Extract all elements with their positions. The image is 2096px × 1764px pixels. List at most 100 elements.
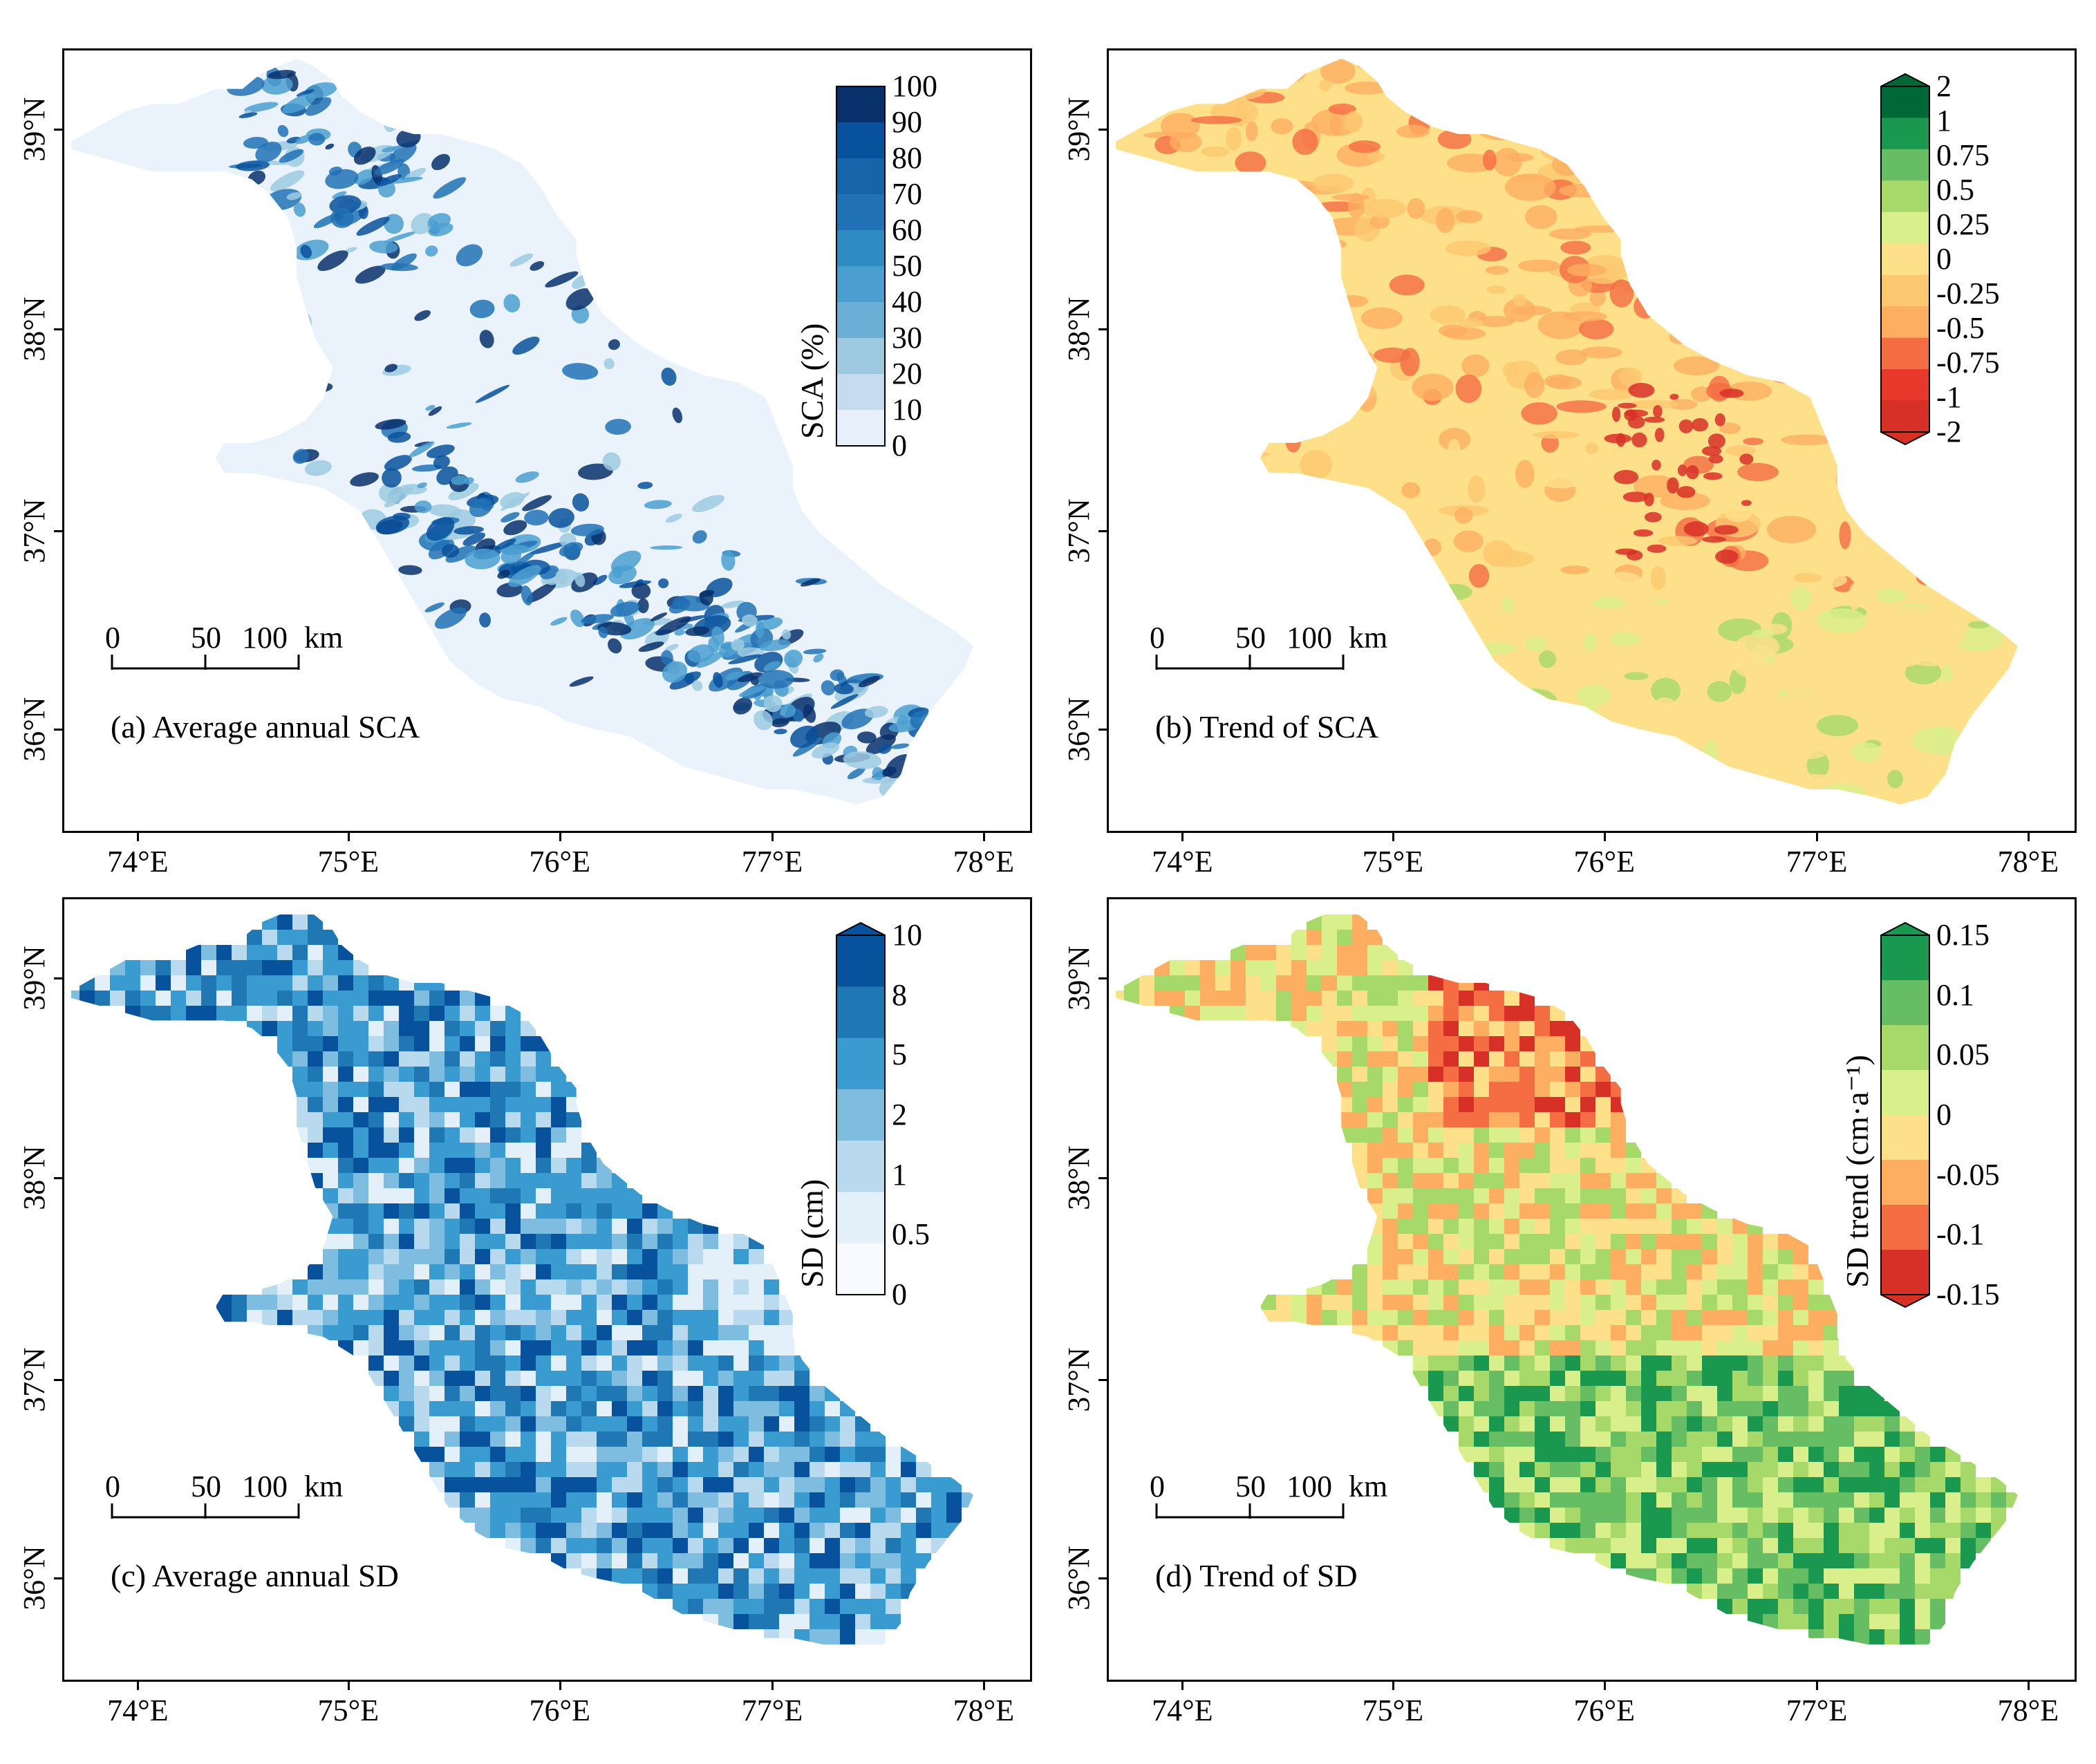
- x-tick-label: 76°E: [529, 1693, 590, 1727]
- colorbar-label: 20: [892, 357, 922, 391]
- scale-bar-label: 50: [191, 1470, 221, 1503]
- scale-bar-label: 50: [1235, 621, 1266, 655]
- x-tick-label: 77°E: [741, 1693, 803, 1727]
- x-tick-mark: [1392, 833, 1394, 841]
- y-tick-label: 36°N: [17, 1546, 51, 1611]
- scale-bar-label: 0: [105, 1470, 120, 1503]
- scale-bar-label: 0: [1150, 1470, 1165, 1503]
- colorbar-label: 0: [892, 429, 907, 462]
- x-tick-mark: [559, 833, 561, 841]
- x-tick-label: 75°E: [1362, 1693, 1424, 1727]
- x-tick-mark: [771, 1682, 774, 1690]
- y-tick-label: 36°N: [1062, 1546, 1096, 1611]
- scale-bar-unit: km: [1349, 621, 1388, 655]
- x-tick-label: 75°E: [1362, 845, 1424, 879]
- basin-map-d: [1116, 914, 2018, 1644]
- colorbar-title: SD (cm): [794, 1179, 830, 1288]
- x-tick-mark: [982, 833, 985, 841]
- y-tick-mark: [1098, 729, 1107, 731]
- colorbar-label: 60: [892, 213, 922, 247]
- x-tick-mark: [1603, 833, 1606, 841]
- colorbar-label: 30: [892, 321, 922, 355]
- y-tick-mark: [54, 1379, 62, 1382]
- scale-bar-unit: km: [1349, 1470, 1388, 1503]
- scale-bar-unit: km: [304, 621, 344, 655]
- y-tick-label: 39°N: [1062, 946, 1096, 1011]
- y-tick-label: 39°N: [1062, 97, 1096, 162]
- colorbar-label: 0.75: [1936, 138, 1990, 172]
- x-tick-label: 77°E: [1786, 845, 1848, 879]
- y-tick-label: 37°N: [17, 1347, 51, 1412]
- colorbar-label: 50: [892, 249, 922, 283]
- x-tick-mark: [347, 833, 350, 841]
- x-tick-mark: [137, 1682, 140, 1690]
- colorbar-label: -0.05: [1936, 1157, 2000, 1192]
- colorbar-label: -0.5: [1936, 311, 1985, 345]
- x-tick-mark: [1392, 1682, 1394, 1690]
- colorbar-label: 0.15: [1936, 918, 1990, 952]
- colorbar-label: 0.5: [1936, 173, 1974, 207]
- scale-bar-label: 0: [105, 621, 120, 655]
- colorbar-label: 0.25: [1936, 207, 1990, 241]
- scale-bar-label: 100: [1286, 621, 1332, 655]
- y-tick-mark: [1098, 530, 1107, 533]
- x-tick-mark: [2027, 833, 2030, 841]
- scale-bar-label: 100: [242, 621, 288, 655]
- colorbar-label: 1: [892, 1157, 907, 1192]
- y-tick-label: 37°N: [1062, 498, 1096, 563]
- panel-caption: (c) Average annual SD: [111, 1558, 399, 1593]
- y-tick-mark: [1098, 1379, 1107, 1382]
- panel-caption: (a) Average annual SCA: [111, 709, 420, 744]
- y-tick-mark: [1098, 1177, 1107, 1180]
- y-tick-mark: [54, 128, 62, 131]
- x-tick-mark: [559, 1682, 561, 1690]
- y-tick-mark: [1098, 128, 1107, 131]
- colorbar-label: -0.15: [1936, 1277, 2000, 1311]
- x-tick-label: 76°E: [1573, 1693, 1635, 1727]
- colorbar-label: 0: [892, 1277, 907, 1311]
- scale-bar-label: 50: [191, 621, 221, 655]
- y-tick-mark: [54, 530, 62, 533]
- colorbar-label: 90: [892, 105, 922, 139]
- colorbar: [836, 86, 886, 447]
- y-tick-mark: [54, 729, 62, 731]
- y-tick-label: 38°N: [17, 297, 51, 362]
- x-tick-mark: [1181, 1682, 1184, 1690]
- basin-map-a: [71, 59, 973, 805]
- colorbar-label: 80: [892, 141, 922, 175]
- y-tick-label: 37°N: [17, 498, 51, 563]
- y-tick-label: 38°N: [17, 1145, 51, 1211]
- colorbar-label: 0: [1936, 1098, 1952, 1132]
- panel-caption: (b) Trend of SCA: [1155, 709, 1379, 744]
- x-tick-label: 77°E: [1786, 1693, 1848, 1727]
- y-tick-mark: [1098, 1577, 1107, 1580]
- x-tick-label: 76°E: [1573, 845, 1635, 879]
- scale-bar-label: 50: [1235, 1470, 1266, 1503]
- colorbar-label: 5: [892, 1038, 907, 1072]
- x-tick-mark: [137, 833, 140, 841]
- colorbar-label: 0.5: [892, 1217, 930, 1252]
- scale-bar: [111, 655, 300, 670]
- x-tick-label: 78°E: [953, 1693, 1015, 1727]
- colorbar-label: 0: [1936, 242, 1952, 276]
- y-tick-label: 38°N: [1062, 297, 1096, 362]
- colorbar: [836, 921, 886, 1295]
- x-tick-label: 78°E: [1997, 845, 2059, 879]
- scale-bar-label: 100: [242, 1470, 288, 1503]
- colorbar-label: 2: [892, 1098, 907, 1132]
- colorbar-label: -0.25: [1936, 276, 2000, 310]
- colorbar-label: -1: [1936, 380, 1962, 414]
- x-tick-label: 74°E: [107, 845, 169, 879]
- x-tick-label: 74°E: [1152, 845, 1213, 879]
- x-tick-label: 74°E: [107, 1693, 169, 1727]
- colorbar: [1880, 921, 1930, 1308]
- y-tick-mark: [54, 977, 62, 979]
- colorbar-label: 8: [892, 977, 907, 1012]
- colorbar-label: 0.1: [1936, 977, 1974, 1012]
- basin-fill-c: [71, 914, 973, 1644]
- y-tick-mark: [1098, 328, 1107, 331]
- y-tick-label: 37°N: [1062, 1347, 1096, 1412]
- scale-bar: [1155, 1503, 1345, 1519]
- basin-fill-d: [1116, 914, 2018, 1644]
- x-tick-mark: [982, 1682, 985, 1690]
